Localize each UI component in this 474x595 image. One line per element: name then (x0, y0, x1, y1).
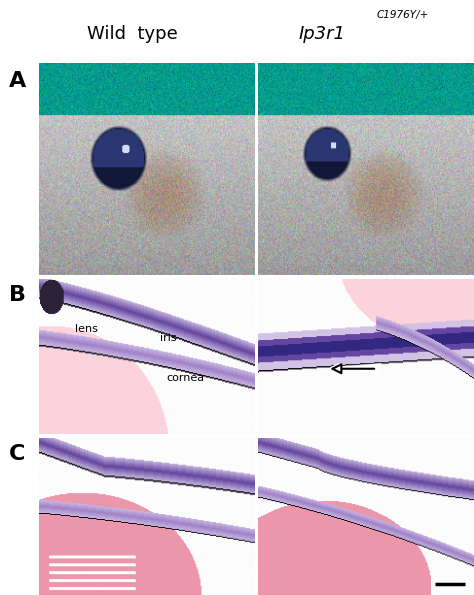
Text: lens: lens (75, 324, 98, 334)
Text: B: B (9, 286, 26, 305)
Text: Wild  type: Wild type (87, 25, 178, 43)
Text: C: C (9, 444, 26, 464)
Text: A: A (9, 71, 26, 91)
Text: cornea: cornea (166, 373, 205, 383)
Text: C1976Y/+: C1976Y/+ (377, 10, 429, 20)
Text: iris: iris (160, 333, 176, 343)
Text: Ip3r1: Ip3r1 (299, 25, 346, 43)
